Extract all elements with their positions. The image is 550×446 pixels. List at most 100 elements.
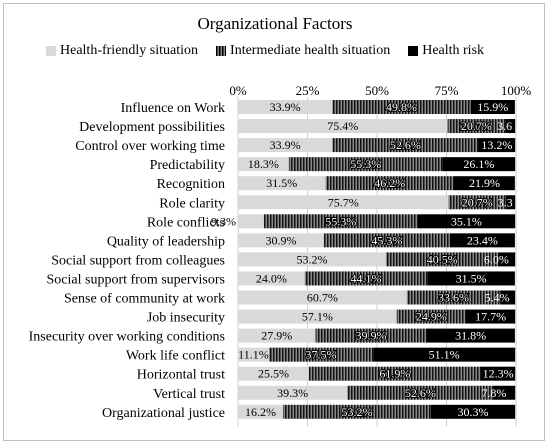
data-label: 52.6% [390, 138, 421, 152]
data-label: 39.9% [356, 329, 387, 343]
data-label: 13.2% [481, 138, 512, 152]
data-label: 33.9% [270, 138, 301, 152]
bar-segment-health-friendly [238, 252, 386, 267]
category-label: Work life conflict [126, 349, 225, 364]
bar-segment-health-friendly [238, 404, 284, 419]
legend-item-intermediate: Intermediate health situation [216, 43, 390, 59]
data-label: 35.1% [451, 214, 482, 228]
data-label: 51.1% [429, 348, 460, 362]
data-label: 24.0% [256, 271, 287, 285]
bar-segment-health-risk [493, 385, 516, 400]
chart-title: Organizational Factors [197, 14, 353, 33]
bar-segment-intermediate [308, 366, 481, 381]
legend-swatch-intermediate [216, 46, 227, 56]
bar-segment-health-risk [442, 157, 516, 172]
bar-segment-intermediate [288, 157, 443, 172]
x-tick-label: 75% [435, 83, 459, 98]
data-label: 5.4% [485, 291, 510, 305]
category-label: Predictability [150, 158, 225, 173]
legend-swatch-health-risk [408, 46, 419, 56]
bar-segment-health-risk [417, 214, 516, 229]
data-label: 39.3% [277, 386, 308, 400]
category-label: Recognition [157, 177, 225, 192]
data-label: 30.9% [265, 233, 296, 247]
data-label: 21.9% [469, 176, 500, 190]
category-label: Social support from supervisors [47, 272, 225, 287]
bar-segment-intermediate [347, 385, 494, 400]
chart-frame [3, 3, 545, 441]
data-label: 27.9% [261, 329, 292, 343]
data-label: 20.7% [462, 195, 493, 209]
data-label: 31.8% [455, 329, 486, 343]
bar-segment-intermediate [323, 233, 450, 248]
category-label: Role conflicts [147, 215, 225, 230]
bar-segment-health-risk [480, 366, 516, 381]
bar-segment-health-friendly [238, 157, 289, 172]
bar-segment-health-friendly [238, 100, 333, 114]
legend-item-health-risk: Health risk [408, 43, 484, 59]
bar-segment-health-risk [426, 328, 515, 343]
data-label: 55.3% [350, 157, 381, 171]
bar-segment-health-friendly [238, 271, 305, 286]
data-label: 23.4% [467, 233, 498, 247]
legend-swatch-health-friendly [46, 46, 56, 56]
category-label: Control over working time [75, 139, 225, 154]
data-label: 60.7% [307, 291, 338, 305]
bar-segment-intermediate [315, 328, 427, 343]
data-label: 61.9% [379, 367, 410, 381]
bar-segment-health-friendly [238, 366, 309, 381]
bar-segment-intermediate [332, 100, 471, 114]
data-label: 9.3% [211, 214, 236, 228]
data-label: 20.7% [461, 119, 492, 133]
data-label: 18.3% [248, 157, 279, 171]
x-tick-label: 100% [501, 83, 532, 98]
bar-segment-intermediate [304, 271, 428, 286]
bar-segment-health-risk [454, 176, 515, 191]
data-label: 33.6% [438, 291, 469, 305]
bar-segment-intermediate [283, 404, 431, 419]
data-label: 16.2% [245, 405, 276, 419]
data-label: 31.5% [266, 176, 297, 190]
bar-segment-health-friendly [238, 328, 316, 343]
x-tick-label: 25% [296, 83, 320, 98]
category-label: Quality of leadership [107, 234, 225, 249]
data-label: 17.7% [475, 310, 506, 324]
data-label: 46.2% [374, 176, 405, 190]
bar-segment-health-friendly [238, 214, 264, 229]
data-label: 3.6 [497, 119, 512, 133]
data-label: 15.9% [477, 100, 508, 114]
data-label: 24.9% [416, 310, 447, 324]
bar-segment-intermediate [268, 347, 374, 362]
category-label: Organizational justice [102, 406, 225, 421]
data-label: 37.5% [305, 348, 336, 362]
chart-legend: Health-friendly situation Intermediate h… [46, 42, 526, 60]
x-tick-label: 50% [365, 83, 389, 98]
category-label: Development possibilities [79, 120, 225, 135]
data-label: 53.2% [341, 405, 372, 419]
bar-segment-health-risk [500, 290, 516, 305]
bar-segment-health-risk [505, 195, 516, 210]
data-label: 53.2% [296, 252, 327, 266]
bar-segment-health-friendly [238, 385, 348, 400]
bar-segment-intermediate [332, 138, 479, 153]
bar-segment-intermediate [385, 252, 499, 267]
data-label: 7.8% [481, 386, 506, 400]
data-label: 52.6% [405, 386, 436, 400]
data-label: 45.3% [371, 233, 402, 247]
legend-label-intermediate: Intermediate health situation [230, 43, 391, 58]
bar-segment-health-risk [430, 404, 516, 419]
bar-segment-health-risk [465, 309, 516, 324]
bar-segment-health-friendly [238, 138, 333, 153]
category-label: Influence on Work [121, 101, 225, 116]
bar-segment-health-risk [449, 233, 515, 248]
data-label: 55.3% [325, 214, 356, 228]
category-label: Social support from colleagues [51, 253, 225, 268]
bar-segment-intermediate [406, 290, 501, 305]
bar-segment-health-risk [470, 100, 515, 114]
bar-segment-health-risk [505, 119, 516, 134]
bar-segment-health-friendly [238, 309, 397, 324]
x-tick-label: 0% [229, 83, 247, 98]
legend-label-health-risk: Health risk [422, 43, 485, 58]
bar-segment-health-friendly [238, 290, 407, 305]
